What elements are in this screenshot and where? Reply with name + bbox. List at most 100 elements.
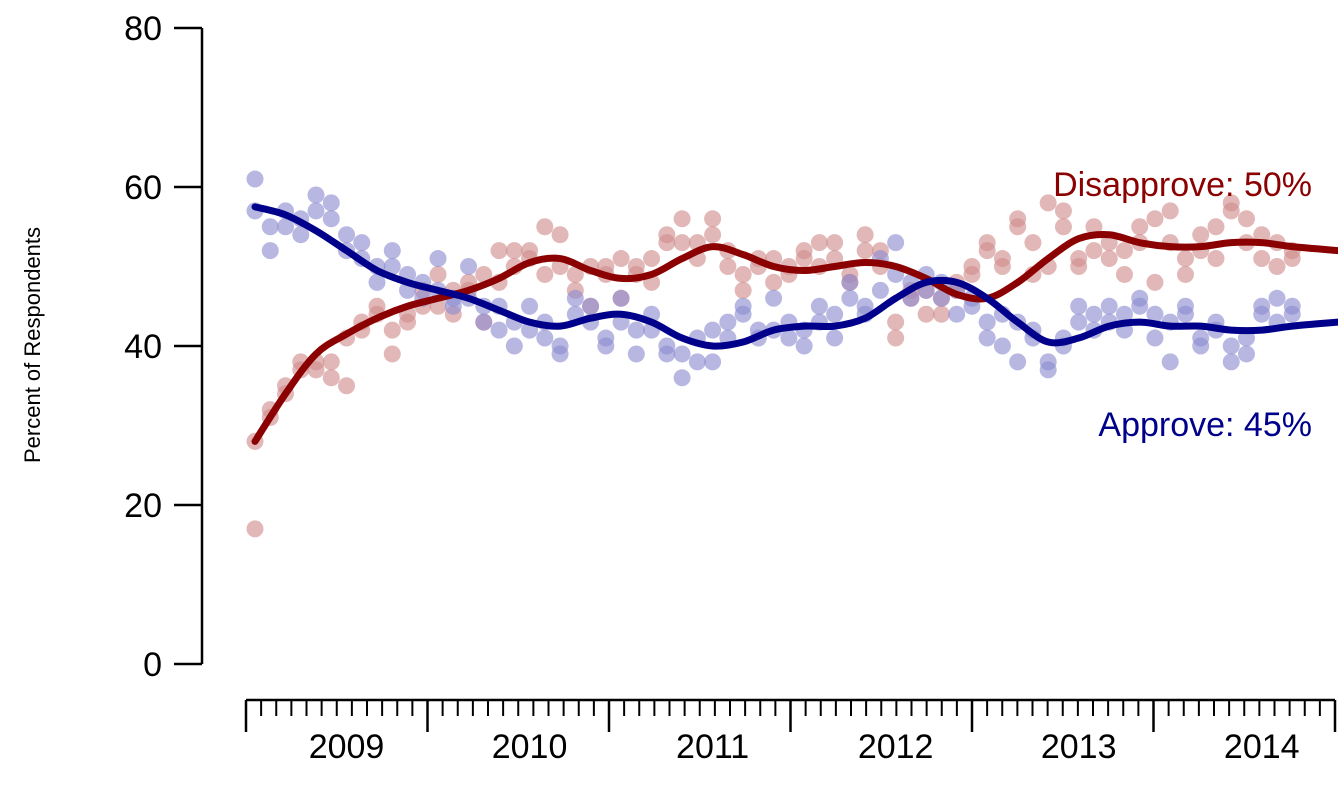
disapprove-point [1085,218,1103,236]
x-tick-label: 2014 [1224,728,1300,766]
approve-point [795,337,813,355]
approve-point [597,329,615,347]
approve-point [932,289,950,307]
disapprove-point [673,234,691,252]
approve-point [490,321,508,339]
disapprove-point [536,218,554,236]
approve-point [1192,337,1210,355]
approve-point [322,210,340,228]
disapprove-point [993,250,1011,268]
disapprove-point [1024,234,1042,252]
approve-point [261,218,279,236]
approve-point [1222,337,1240,355]
points-layer [246,170,1301,538]
approve-point [368,273,386,291]
disapprove-point [643,250,661,268]
x-tick-label: 2013 [1041,728,1117,766]
approve-point [246,170,264,188]
approve-point [582,297,600,315]
approve-point [810,297,828,315]
y-tick-label: 0 [143,646,162,684]
approve-point [826,305,844,323]
approve-point [780,329,798,347]
disapprove-series-label: Disapprove: 50% [1053,166,1312,204]
disapprove-point [1253,250,1271,268]
disapprove-point [566,265,584,283]
y-ticks: 0 20 40 60 80 [124,10,202,684]
disapprove-point [1131,218,1149,236]
disapprove-point [521,242,539,260]
approve-point [307,202,325,220]
approve-point [551,337,569,355]
disapprove-point [627,258,645,275]
disapprove-point [1100,250,1118,268]
approve-point [673,345,691,363]
disapprove-point [536,265,554,283]
x-tick-label: 2012 [858,728,934,766]
disapprove-point [475,265,493,283]
x-ticks: 2009 2010 2011 2012 2013 2014 [244,700,1337,766]
disapprove-point [917,305,935,323]
disapprove-point [1085,242,1103,260]
approve-point [1268,289,1286,307]
disapprove-point [1161,202,1179,220]
approve-point [1070,313,1088,331]
disapprove-point [704,210,722,228]
disapprove-point [1039,194,1057,212]
approve-point [612,289,630,307]
disapprove-point [826,234,844,252]
disapprove-point [734,265,752,283]
disapprove-point [1146,210,1164,228]
disapprove-point [856,242,874,260]
disapprove-point [429,265,447,283]
approve-point [704,353,722,371]
approve-point [856,297,874,315]
approve-point [658,337,676,355]
approve-point [826,329,844,347]
y-tick-label: 40 [124,328,162,366]
disapprove-point [704,226,722,244]
disapprove-point [810,234,828,252]
approve-series-label: Approve: 45% [1098,406,1312,444]
disapprove-point [490,242,508,260]
approve-point [673,369,691,387]
disapprove-point [383,321,401,339]
approve-point [1009,353,1027,371]
approve-point [1085,305,1103,323]
disapprove-point [1176,265,1194,283]
approve-point [475,313,493,331]
trend-layer [251,203,1338,445]
y-tick-label: 80 [124,10,162,48]
approve-point [1176,305,1194,323]
disapprove-point [246,520,264,538]
disapprove-point [338,377,356,395]
approve-point [1070,297,1088,315]
disapprove-point [1070,258,1088,275]
disapprove-point [322,353,340,371]
disapprove-point [551,226,569,244]
approve-point [1161,353,1179,371]
y-tick-label: 20 [124,487,162,525]
disapprove-point [1192,226,1210,244]
disapprove-point [1283,250,1301,268]
approve-point [734,297,752,315]
approve-point [383,242,401,260]
disapprove-point [1207,218,1225,236]
approve-point [978,313,996,331]
disapprove-point [1176,250,1194,268]
approve-point [1115,305,1133,323]
disapprove-point [887,313,905,331]
disapprove-point [307,361,325,379]
approve-point [536,329,554,347]
disapprove-point [1222,194,1240,212]
disapprove-point [1115,265,1133,283]
approve-point [566,289,584,307]
disapprove-point [1115,242,1133,260]
disapprove-point [505,242,523,260]
disapprove-point [978,234,996,252]
y-tick-label: 60 [124,169,162,207]
disapprove-point [1054,202,1072,220]
disapprove-point [856,226,874,244]
approve-point [444,297,462,315]
